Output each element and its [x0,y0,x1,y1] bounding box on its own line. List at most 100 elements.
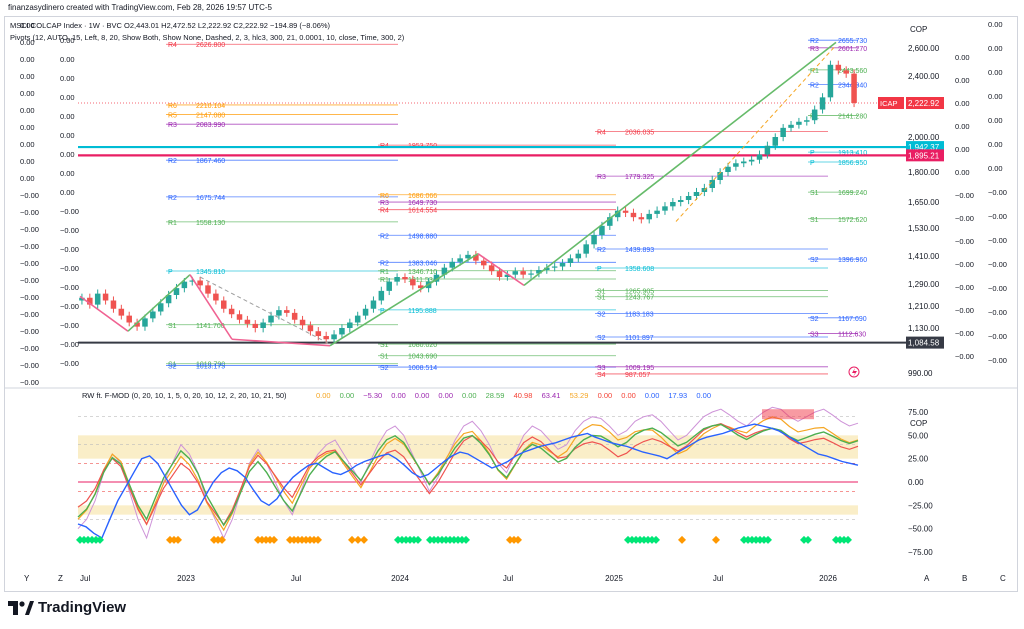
pivot-value: 2147.080 [196,113,225,120]
lightning-icon-bolt [852,368,857,377]
overlay-value-left: 0.00 [20,174,35,183]
pivot-value: 1243.767 [625,295,654,302]
candle-body [134,322,140,327]
candle-body [370,300,377,309]
candle-body [788,124,794,128]
candle-body [205,285,211,294]
price-tick-label: 2,000.00 [908,133,940,142]
candle-body [717,172,723,180]
overlay-value-left: −0.00 [20,191,39,200]
overlay-value-right1: 0.00 [988,164,1003,173]
candle-body [465,254,471,259]
overlay-value-right1: −0.00 [988,236,1007,245]
lightning-icon [848,366,860,378]
candle-body [417,285,424,289]
candle-body [213,293,219,301]
chart-frame [4,16,1018,592]
candle-body [268,315,274,323]
overlay-value-right1: −0.00 [988,260,1007,269]
pivot-value: 1013.175 [196,364,225,371]
time-tick-label: Jul [80,574,90,583]
pivot-value: 2626.800 [196,42,225,49]
overlay-value-left2: 0.00 [60,74,75,83]
candle-body [79,297,85,301]
candle-body [394,277,400,282]
pivot-label: P [380,308,385,315]
candle-body [228,308,235,315]
pivot-value: 2601.270 [838,46,867,53]
candle-body [386,281,392,291]
overlay-value-left: 0.00 [20,72,35,81]
overlay-value-left: −0.00 [20,242,39,251]
candle-body [339,328,345,335]
pivot-label: R3 [168,122,177,129]
overlay-value-right2: 0.00 [955,122,970,131]
overlay-value-right2: −0.00 [955,237,974,246]
osc-legend-value: 40.98 [514,391,533,400]
pivot-label: P [810,150,815,157]
pivot-value: 1358.608 [625,266,654,273]
overlay-value-left2: 0.00 [60,188,75,197]
overlay-value-left2: −0.00 [60,264,79,273]
overlay-value-right2: −0.00 [955,329,974,338]
overlay-value-right1: 0.00 [988,20,1003,29]
candle-body [410,279,416,286]
zigzag-line [523,41,837,287]
price-tick-label: 2,400.00 [908,72,940,81]
osc-tick-label: −25.00 [908,501,933,510]
pivot-label: S2 [810,316,819,323]
overlay-value-right2: 0.00 [955,145,970,154]
price-tag-name: ICAP [880,99,898,108]
candle-body [591,235,597,245]
pivot-value: 2443.560 [838,68,867,75]
pivot-label: R6 [168,103,177,110]
time-axis-corner-z: Z [58,574,63,583]
pivot-value: 1396.960 [838,257,867,264]
candle-body [575,253,582,259]
candle-body [677,200,684,202]
candle-body [94,293,101,305]
legend-pivots: Pivots (12, AUTO, 15, Left, 8, 20, Show … [10,33,405,42]
pivot-value: 1383.046 [408,260,437,267]
tradingview-logo-icon [8,600,34,615]
candle-body [843,70,849,74]
time-axis-corner-right: A [924,574,930,583]
time-tick-label: Jul [503,574,513,583]
osc-legend-name: RW ft. F-MOD (0, 20, 10, 1, 5, 0, 20, 10… [82,391,287,400]
candle-body [87,297,93,305]
pivot-value: 1043.690 [408,354,437,361]
pivot-value: 1686.066 [408,193,437,200]
osc-tick-label: 50.00 [908,431,929,440]
overlay-value-left2: 0.00 [60,131,75,140]
osc-diamond-marker [348,535,356,544]
candle-body [725,166,731,172]
pivot-label: S2 [380,365,389,372]
overlay-value-left: 0.00 [20,157,35,166]
candle-body [646,213,652,220]
pivot-label: P [810,160,815,167]
pivot-value: 1856.950 [838,160,867,167]
legend-symbol: MSCI COLCAP Index · 1W · BVC O2,443.01 H… [10,21,331,30]
osc-diamond-marker [174,535,182,544]
price-tag-value: 1,895.21 [908,151,940,160]
candle-body [181,281,188,289]
osc-legend-value: 63.41 [542,391,561,400]
candle-body [811,109,818,121]
pivot-value: 1558.130 [196,220,225,227]
time-tick-label: 2025 [605,574,623,583]
candle-body [433,274,440,282]
candle-body [402,277,408,280]
osc-diamond-marker [514,535,522,544]
osc-band-upper [78,435,858,459]
time-tick-label: 2023 [177,574,195,583]
price-tick-label: 990.00 [908,369,933,378]
price-tick-label: 1,290.00 [908,280,940,289]
zigzag-line [79,295,129,332]
overlay-value-right1: −0.00 [988,284,1007,293]
candle-body [221,300,227,309]
candle-body [733,163,739,167]
overlay-value-left: −0.00 [20,208,39,217]
candle-body [276,310,282,316]
osc-legend-value: 0.00 [598,391,613,400]
